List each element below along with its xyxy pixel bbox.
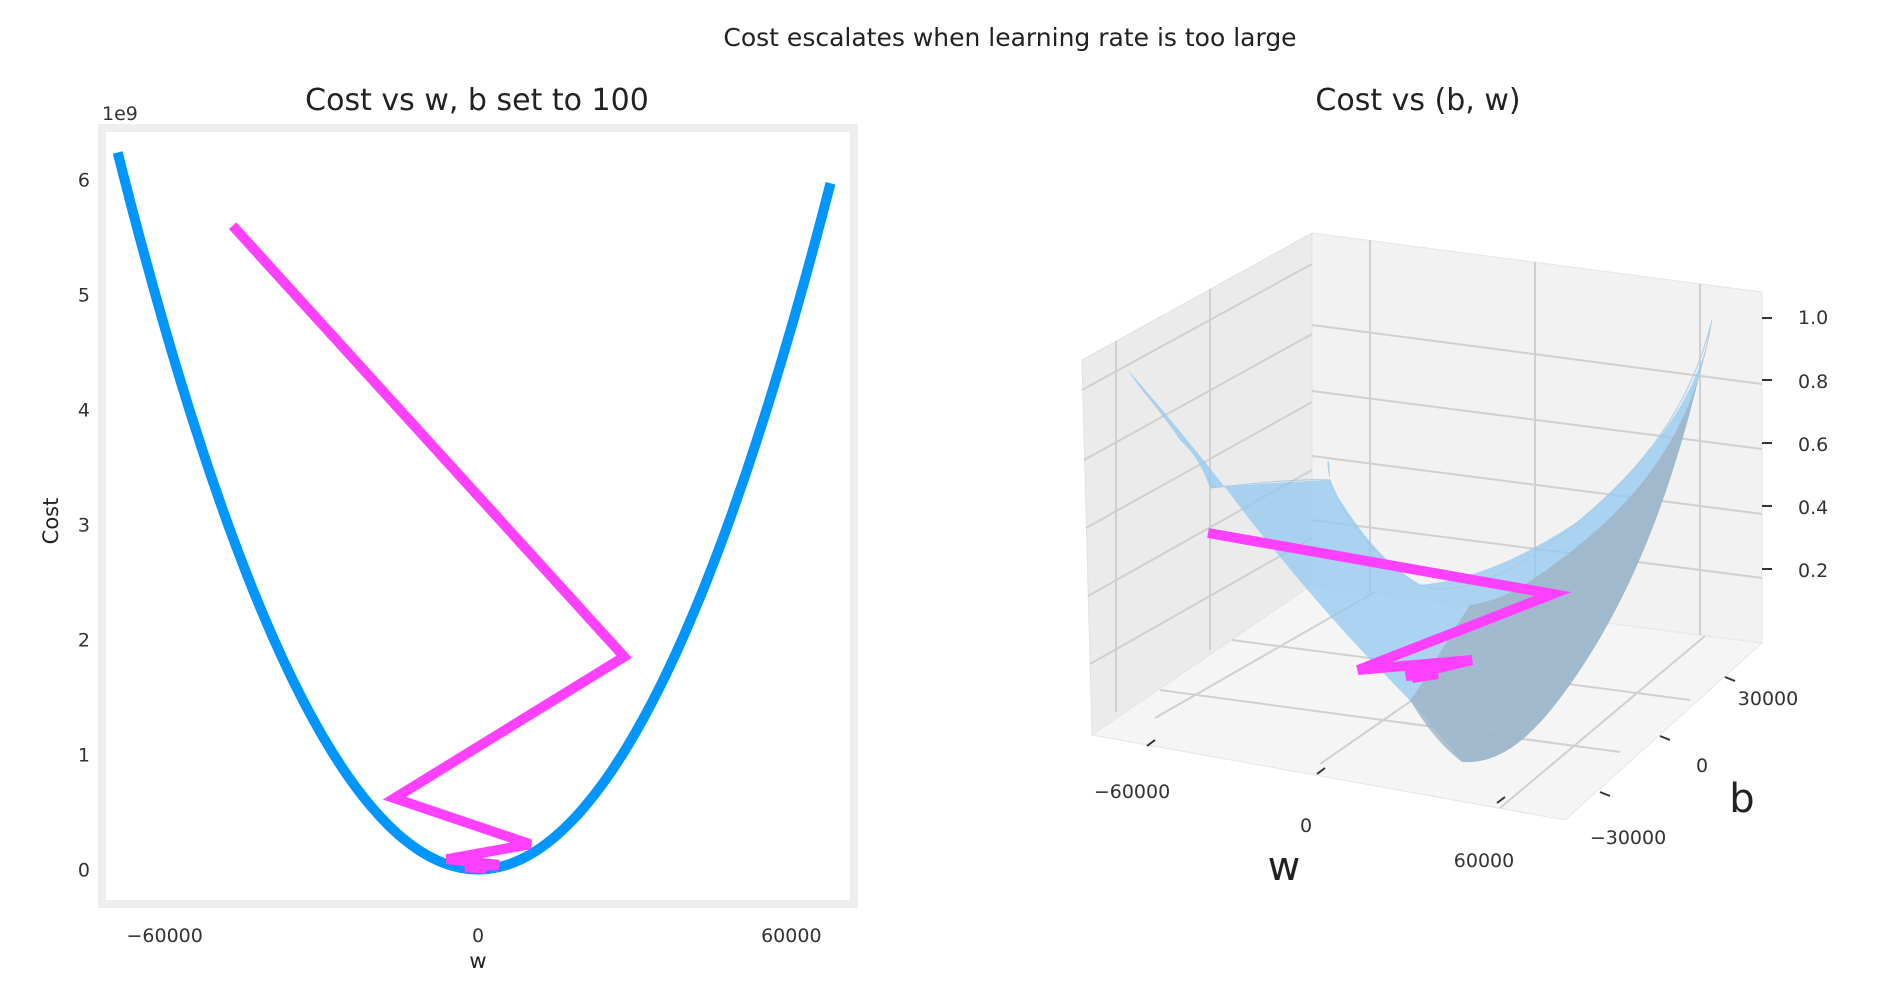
left-chart: Cost vs w, b set to 100 1e9 0 1 2 3 4 5 6 −600… <box>39 83 858 973</box>
left-y-tick-label: 4 <box>78 400 90 422</box>
z-tick-label: 0.4 <box>1798 497 1828 519</box>
left-x-axis-label: w <box>469 949 486 973</box>
left-y-tick-label: 3 <box>78 515 90 537</box>
left-y-tick-label: 0 <box>78 860 90 882</box>
z-tick-label: 1.0 <box>1798 307 1828 329</box>
z-axis-ticks <box>1762 317 1772 570</box>
left-chart-title: Cost vs w, b set to 100 <box>305 83 649 118</box>
w-axis-label-3d: w <box>1268 844 1301 890</box>
b-axis-label-3d: b <box>1729 776 1754 822</box>
right-chart-title: Cost vs (b, w) <box>1315 83 1520 118</box>
left-y-tick-label: 1 <box>78 745 90 767</box>
b-tick-label: 0 <box>1696 755 1708 777</box>
figure-suptitle: Cost escalates when learning rate is too… <box>723 23 1296 52</box>
w-tick-label: 60000 <box>1454 850 1514 872</box>
z-tick-label: 0.6 <box>1798 434 1828 456</box>
cost-surface-back-rim <box>1209 319 1713 590</box>
cost-surface-shaded-side <box>1410 320 1712 763</box>
left-x-tick-label: −60000 <box>126 925 202 947</box>
z-tick-label: 0.2 <box>1798 560 1828 582</box>
gradient-descent-path-3d <box>1207 528 1572 683</box>
w-tick-label: 0 <box>1300 815 1312 837</box>
b-tick-label: −30000 <box>1590 827 1666 849</box>
left-y-tick-label: 6 <box>78 170 90 192</box>
left-x-tick-label: 60000 <box>761 925 821 947</box>
left-y-tick-label: 2 <box>78 630 90 652</box>
gradient-descent-path-series <box>228 222 632 874</box>
y-offset-label: 1e9 <box>102 103 138 125</box>
b-axis-ticks <box>1599 676 1736 797</box>
left-plot-frame <box>98 124 858 908</box>
left-y-axis-label: Cost <box>39 498 63 545</box>
w-axis-ticks <box>1146 739 1506 804</box>
left-x-ticks: −60000 0 60000 <box>126 925 821 947</box>
left-y-tick-label: 5 <box>78 285 90 307</box>
right-chart: Cost vs (b, w) <box>1081 83 1828 890</box>
z-tick-label: 0.8 <box>1798 371 1828 393</box>
left-y-ticks: 0 1 2 3 4 5 6 <box>78 170 90 882</box>
w-tick-label: −60000 <box>1094 781 1170 803</box>
left-x-tick-label: 0 <box>472 925 484 947</box>
b-tick-label: 30000 <box>1738 688 1798 710</box>
